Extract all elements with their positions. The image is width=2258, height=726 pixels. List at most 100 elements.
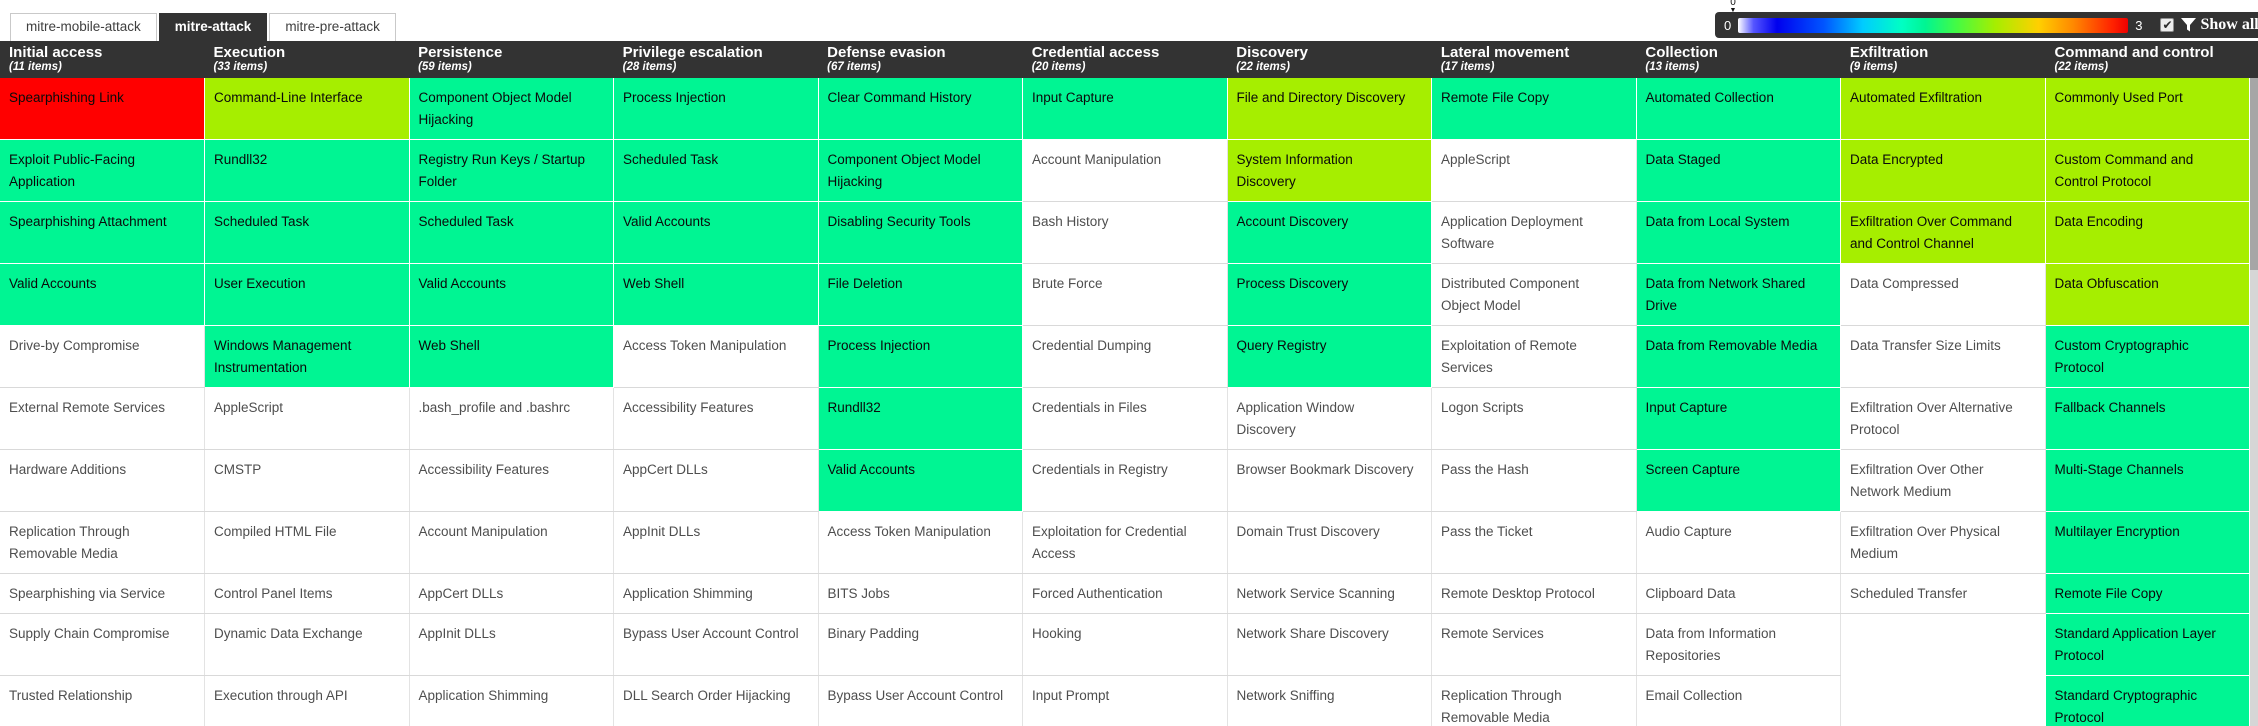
tab-mitre-mobile-attack[interactable]: mitre-mobile-attack bbox=[10, 13, 157, 41]
technique-cell[interactable]: Data Obfuscation bbox=[2045, 263, 2250, 326]
technique-cell[interactable]: Dynamic Data Exchange bbox=[204, 613, 410, 676]
technique-cell[interactable]: Browser Bookmark Discovery bbox=[1227, 449, 1432, 512]
technique-cell[interactable]: Exfiltration Over Physical Medium bbox=[1840, 511, 2046, 574]
technique-cell[interactable]: Supply Chain Compromise bbox=[0, 613, 205, 676]
technique-cell[interactable]: Logon Scripts bbox=[1431, 387, 1637, 450]
technique-cell[interactable]: BITS Jobs bbox=[818, 573, 1023, 614]
technique-cell[interactable]: Windows Management Instrumentation bbox=[204, 325, 410, 388]
technique-cell[interactable]: Binary Padding bbox=[818, 613, 1023, 676]
technique-cell[interactable]: Access Token Manipulation bbox=[613, 325, 819, 388]
technique-cell[interactable]: User Execution bbox=[204, 263, 410, 326]
technique-cell[interactable]: Data Encrypted bbox=[1840, 139, 2046, 202]
technique-cell[interactable]: Application Deployment Software bbox=[1431, 201, 1637, 264]
technique-cell[interactable]: Replication Through Removable Media bbox=[0, 511, 205, 574]
technique-cell[interactable]: Remote Desktop Protocol bbox=[1431, 573, 1637, 614]
technique-cell[interactable]: Bash History bbox=[1022, 201, 1228, 264]
technique-cell[interactable]: Command-Line Interface bbox=[204, 78, 410, 140]
technique-cell[interactable]: Network Sniffing bbox=[1227, 675, 1432, 726]
technique-cell[interactable]: AppInit DLLs bbox=[613, 511, 819, 574]
technique-cell[interactable]: Component Object Model Hijacking bbox=[818, 139, 1023, 202]
technique-cell[interactable]: Spearphishing via Service bbox=[0, 573, 205, 614]
technique-cell[interactable]: Automated Collection bbox=[1636, 78, 1841, 140]
show-all-checkbox[interactable]: ✔ bbox=[2160, 18, 2175, 32]
technique-cell[interactable]: Custom Command and Control Protocol bbox=[2045, 139, 2250, 202]
technique-cell[interactable]: Valid Accounts bbox=[613, 201, 819, 264]
technique-cell[interactable]: Automated Exfiltration bbox=[1840, 78, 2046, 140]
technique-cell[interactable]: Network Service Scanning bbox=[1227, 573, 1432, 614]
gradient-marker-handle[interactable]: 0 ▼ bbox=[1726, 0, 1740, 15]
technique-cell[interactable]: Application Shimming bbox=[613, 573, 819, 614]
technique-cell[interactable]: Registry Run Keys / Startup Folder bbox=[409, 139, 614, 202]
technique-cell[interactable]: Spearphishing Link bbox=[0, 78, 205, 140]
technique-cell[interactable]: Input Capture bbox=[1022, 78, 1228, 140]
technique-cell[interactable]: Brute Force bbox=[1022, 263, 1228, 326]
technique-cell[interactable]: Custom Cryptographic Protocol bbox=[2045, 325, 2250, 388]
tab-mitre-pre-attack[interactable]: mitre-pre-attack bbox=[269, 13, 396, 41]
technique-cell[interactable]: Account Manipulation bbox=[1022, 139, 1228, 202]
technique-cell[interactable]: Standard Application Layer Protocol bbox=[2045, 613, 2250, 676]
technique-cell[interactable]: Data Compressed bbox=[1840, 263, 2046, 326]
technique-cell[interactable]: System Information Discovery bbox=[1227, 139, 1432, 202]
technique-cell[interactable]: Accessibility Features bbox=[409, 449, 614, 512]
technique-cell[interactable]: Input Capture bbox=[1636, 387, 1841, 450]
technique-cell[interactable]: External Remote Services bbox=[0, 387, 205, 450]
technique-cell[interactable]: Network Share Discovery bbox=[1227, 613, 1432, 676]
technique-cell[interactable]: CMSTP bbox=[204, 449, 410, 512]
technique-cell[interactable]: Execution through API bbox=[204, 675, 410, 726]
technique-cell[interactable]: Scheduled Task bbox=[409, 201, 614, 264]
technique-cell[interactable]: Drive-by Compromise bbox=[0, 325, 205, 388]
technique-cell[interactable]: Data Staged bbox=[1636, 139, 1841, 202]
technique-cell[interactable]: Fallback Channels bbox=[2045, 387, 2250, 450]
technique-cell[interactable]: Scheduled Task bbox=[613, 139, 819, 202]
technique-cell[interactable]: Forced Authentication bbox=[1022, 573, 1228, 614]
technique-cell[interactable]: Multilayer Encryption bbox=[2045, 511, 2250, 574]
technique-cell[interactable]: Disabling Security Tools bbox=[818, 201, 1023, 264]
technique-cell[interactable]: Control Panel Items bbox=[204, 573, 410, 614]
technique-cell[interactable]: Multi-Stage Channels bbox=[2045, 449, 2250, 512]
technique-cell[interactable]: Commonly Used Port bbox=[2045, 78, 2250, 140]
technique-cell[interactable]: Account Discovery bbox=[1227, 201, 1432, 264]
technique-cell[interactable]: AppleScript bbox=[1431, 139, 1637, 202]
technique-cell[interactable]: Data from Information Repositories bbox=[1636, 613, 1841, 676]
technique-cell[interactable]: Clear Command History bbox=[818, 78, 1023, 140]
technique-cell[interactable]: Process Injection bbox=[818, 325, 1023, 388]
technique-cell[interactable]: Data from Local System bbox=[1636, 201, 1841, 264]
technique-cell[interactable]: Exploitation for Credential Access bbox=[1022, 511, 1228, 574]
technique-cell[interactable]: Domain Trust Discovery bbox=[1227, 511, 1432, 574]
technique-cell[interactable]: Valid Accounts bbox=[0, 263, 205, 326]
technique-cell[interactable]: Application Window Discovery bbox=[1227, 387, 1432, 450]
technique-cell[interactable]: Input Prompt bbox=[1022, 675, 1228, 726]
technique-cell[interactable]: Query Registry bbox=[1227, 325, 1432, 388]
technique-cell[interactable]: Process Injection bbox=[613, 78, 819, 140]
technique-cell[interactable]: Valid Accounts bbox=[818, 449, 1023, 512]
technique-cell[interactable]: Remote Services bbox=[1431, 613, 1637, 676]
technique-cell[interactable]: .bash_profile and .bashrc bbox=[409, 387, 614, 450]
technique-cell[interactable]: Trusted Relationship bbox=[0, 675, 205, 726]
technique-cell[interactable]: AppleScript bbox=[204, 387, 410, 450]
technique-cell[interactable]: Exfiltration Over Other Network Medium bbox=[1840, 449, 2046, 512]
technique-cell[interactable]: Screen Capture bbox=[1636, 449, 1841, 512]
technique-cell[interactable]: Audio Capture bbox=[1636, 511, 1841, 574]
technique-cell[interactable]: Exploit Public-Facing Application bbox=[0, 139, 205, 202]
technique-cell[interactable]: Component Object Model Hijacking bbox=[409, 78, 614, 140]
scrollbar-thumb[interactable] bbox=[2250, 78, 2258, 270]
technique-cell[interactable]: Process Discovery bbox=[1227, 263, 1432, 326]
technique-cell[interactable]: Data Encoding bbox=[2045, 201, 2250, 264]
technique-cell[interactable]: DLL Search Order Hijacking bbox=[613, 675, 819, 726]
technique-cell[interactable]: Web Shell bbox=[409, 325, 614, 388]
technique-cell[interactable]: Exfiltration Over Alternative Protocol bbox=[1840, 387, 2046, 450]
technique-cell[interactable]: Credentials in Files bbox=[1022, 387, 1228, 450]
technique-cell[interactable]: Distributed Component Object Model bbox=[1431, 263, 1637, 326]
technique-cell[interactable]: Pass the Hash bbox=[1431, 449, 1637, 512]
technique-cell[interactable]: File and Directory Discovery bbox=[1227, 78, 1432, 140]
vertical-scrollbar[interactable] bbox=[2250, 78, 2258, 726]
technique-cell[interactable]: Rundll32 bbox=[204, 139, 410, 202]
technique-cell[interactable]: Scheduled Transfer bbox=[1840, 573, 2046, 614]
technique-cell[interactable]: File Deletion bbox=[818, 263, 1023, 326]
technique-cell[interactable]: Clipboard Data bbox=[1636, 573, 1841, 614]
technique-cell[interactable]: Remote File Copy bbox=[2045, 573, 2250, 614]
technique-cell[interactable]: Hooking bbox=[1022, 613, 1228, 676]
technique-cell[interactable]: Standard Cryptographic Protocol bbox=[2045, 675, 2250, 726]
technique-cell[interactable]: Email Collection bbox=[1636, 675, 1841, 726]
technique-cell[interactable]: Spearphishing Attachment bbox=[0, 201, 205, 264]
